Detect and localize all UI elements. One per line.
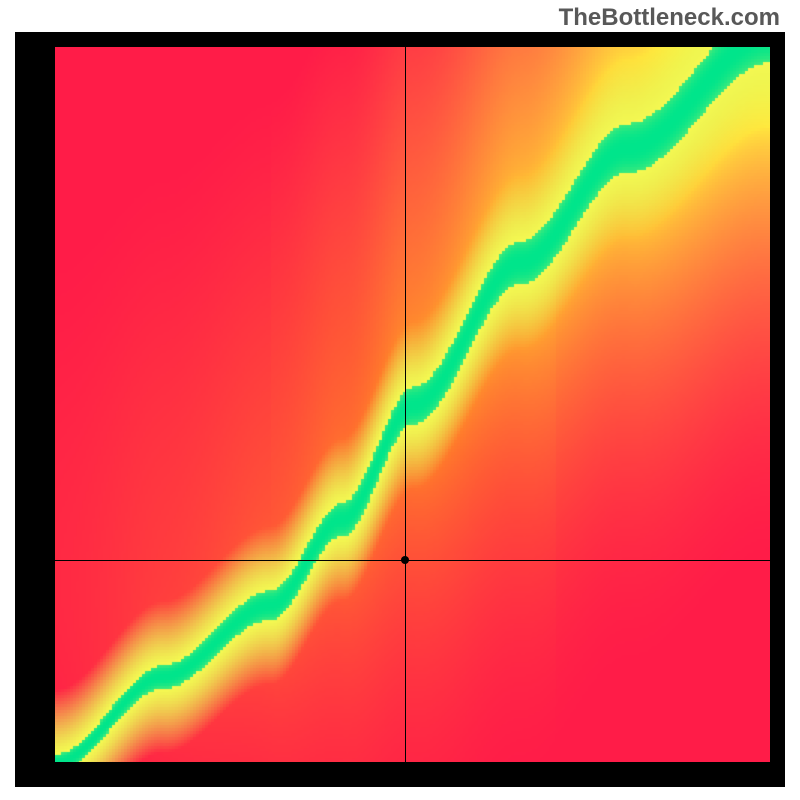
watermark-text: TheBottleneck.com [559, 4, 780, 32]
plot-frame [15, 32, 785, 787]
heatmap-canvas [55, 47, 770, 762]
crosshair-point [401, 556, 409, 564]
chart-container: TheBottleneck.com [0, 0, 800, 800]
crosshair-vertical [405, 47, 406, 762]
crosshair-horizontal [55, 560, 770, 561]
